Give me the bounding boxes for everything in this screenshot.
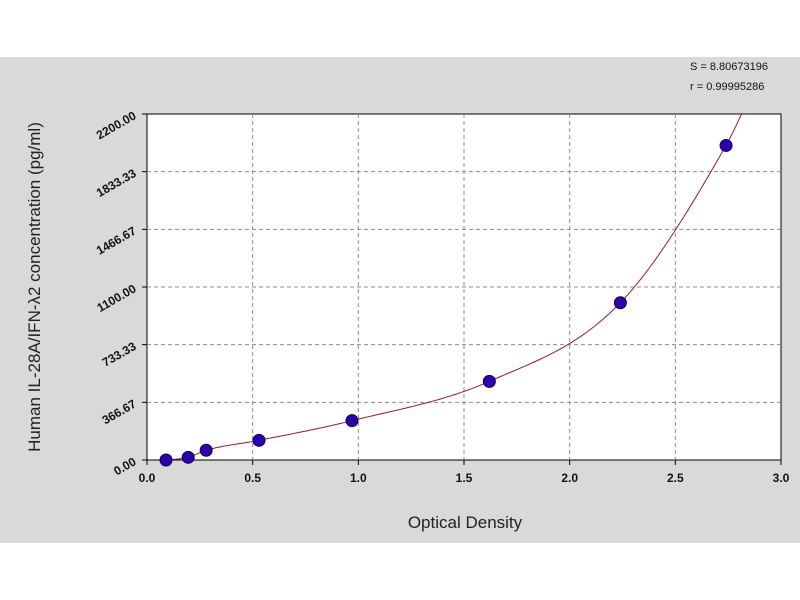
y-tick-label: 0.00 (111, 454, 139, 478)
x-tick-label: 2.5 (667, 471, 684, 485)
grid-lines (147, 114, 781, 460)
stat-s-value: S = 8.80673196 (690, 61, 768, 73)
y-tick-label: 1466.67 (94, 224, 139, 258)
y-axis-title: Human IL-28A/IFN-λ2 concentration (pg/ml… (25, 122, 44, 452)
x-tick-label: 2.0 (561, 471, 578, 485)
data-point (252, 433, 266, 447)
x-tick-label: 1.0 (350, 471, 367, 485)
x-tick-label: 1.5 (456, 471, 473, 485)
stat-r-value: r = 0.99995286 (690, 81, 764, 93)
y-tick-labels: 0.00 366.67 733.33 1100.00 1466.67 1833.33 220… (94, 108, 139, 478)
x-axis-title: Optical Density (408, 513, 523, 532)
data-point (482, 374, 496, 388)
x-tick-label: 3.0 (773, 471, 790, 485)
data-point (613, 296, 627, 310)
data-point (181, 450, 195, 464)
x-tick-label: 0.5 (244, 471, 261, 485)
axis-ticks (142, 113, 782, 465)
x-tick-labels: 0.0 0.5 1.0 1.5 2.0 2.5 3.0 (139, 471, 790, 485)
data-point (345, 414, 359, 428)
y-tick-label: 366.67 (100, 397, 139, 428)
y-tick-label: 1100.00 (95, 281, 139, 315)
data-point (159, 453, 173, 467)
y-tick-label: 1833.33 (94, 166, 139, 200)
y-tick-label: 733.33 (100, 339, 139, 370)
y-tick-label: 2200.00 (94, 108, 139, 142)
data-point (199, 443, 213, 457)
data-points (159, 138, 733, 467)
x-tick-label: 0.0 (139, 471, 156, 485)
data-point (719, 138, 733, 152)
